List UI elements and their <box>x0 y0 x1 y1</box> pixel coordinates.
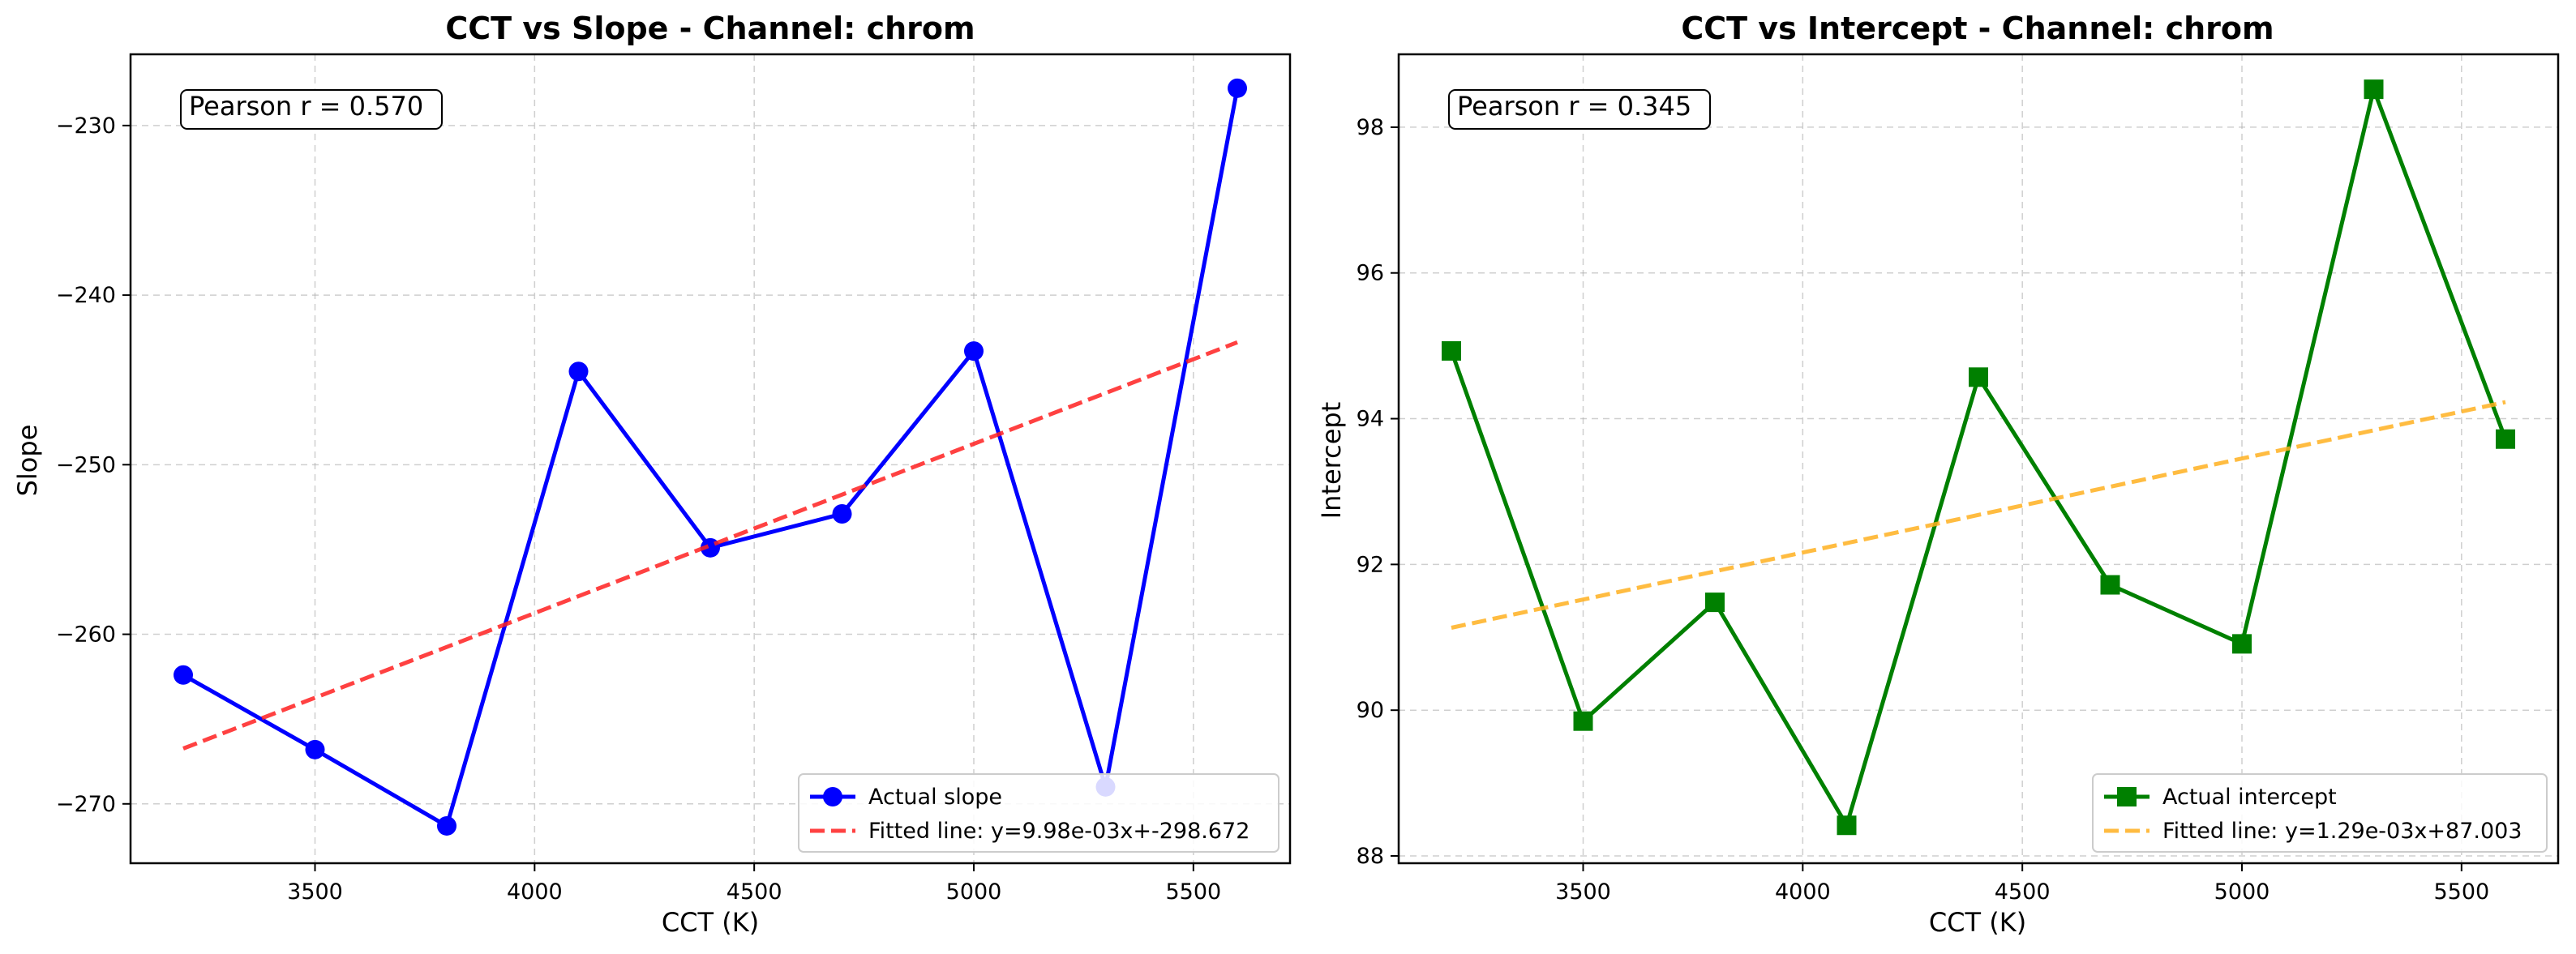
intercept-chart-legend: Actual intercept Fitted line: y=1.29e-03… <box>2092 773 2548 853</box>
intercept-chart-axes-frame <box>1397 53 2560 865</box>
y-tick-label: −230 <box>56 113 116 139</box>
intercept-chart: CCT vs Intercept - Channel: chrom 3500 40… <box>1316 11 2560 938</box>
legend-frame <box>798 773 1279 853</box>
data-point <box>305 739 325 759</box>
intercept-chart-ylabel: Intercept <box>1316 402 1347 520</box>
x-tick-label: 5000 <box>946 879 1002 905</box>
legend-frame <box>2092 773 2548 853</box>
y-tick-label: −250 <box>56 452 116 477</box>
slope-chart-title: CCT vs Slope - Channel: chrom <box>445 11 975 46</box>
data-point <box>437 815 456 836</box>
data-point <box>1969 367 1988 387</box>
data-point <box>832 503 852 524</box>
slope-pearson-text: Pearson r = 0.570 <box>189 91 423 122</box>
slope-chart-axes-frame <box>129 53 1292 865</box>
fitted-line-slope <box>182 340 1238 751</box>
data-point <box>2496 429 2515 449</box>
data-point <box>964 341 984 361</box>
intercept-chart-xlabel: CCT (K) <box>1929 907 2026 938</box>
y-tick-label: 98 <box>1357 115 1384 140</box>
y-tick-label: 92 <box>1357 552 1384 577</box>
y-tick-label: −270 <box>56 792 116 817</box>
x-tick-label: 5500 <box>2433 879 2489 905</box>
x-tick-label: 4500 <box>1995 879 2051 905</box>
legend-label-fitted-intercept: Fitted line: y=1.29e-03x+87.003 <box>2162 819 2522 844</box>
y-tick-label: 96 <box>1357 261 1384 286</box>
legend-label-actual-intercept: Actual intercept <box>2162 785 2337 810</box>
y-tick-label: −260 <box>56 622 116 648</box>
data-point <box>1228 78 1247 98</box>
fitted-line-intercept <box>1451 400 2506 630</box>
y-tick-label: 88 <box>1357 844 1384 869</box>
slope-pearson-box: Pearson r = 0.570 <box>180 89 443 130</box>
data-point <box>2100 575 2120 595</box>
x-tick-label: 3500 <box>1555 879 1611 905</box>
x-tick-label: 5000 <box>2214 879 2270 905</box>
y-tick-label: −240 <box>56 283 116 308</box>
x-tick-label: 4000 <box>507 879 563 905</box>
slope-chart-xlabel: CCT (K) <box>662 907 759 938</box>
slope-chart-legend: Actual slope Fitted line: y=9.98e-03x+-2… <box>798 773 1279 853</box>
data-point <box>174 665 193 685</box>
data-point <box>1573 711 1593 731</box>
data-point <box>1442 340 1461 361</box>
data-point <box>2364 79 2384 100</box>
data-point <box>2232 634 2252 654</box>
slope-chart-ylabel: Slope <box>12 425 43 497</box>
intercept-chart-title: CCT vs Intercept - Channel: chrom <box>1681 11 2274 46</box>
x-tick-label: 4500 <box>727 879 782 905</box>
intercept-pearson-text: Pearson r = 0.345 <box>1457 91 1691 122</box>
y-tick-label: 94 <box>1357 407 1384 432</box>
data-point <box>568 361 589 382</box>
y-tick-label: 90 <box>1357 698 1384 723</box>
legend-marker <box>2117 787 2137 806</box>
legend-label-actual-slope: Actual slope <box>868 785 1002 810</box>
x-tick-label: 5500 <box>1165 879 1221 905</box>
data-point <box>1705 593 1725 613</box>
legend-label-fitted-slope: Fitted line: y=9.98e-03x+-298.672 <box>868 819 1249 844</box>
x-tick-label: 4000 <box>1775 879 1831 905</box>
slope-chart: CCT vs Slope - Channel: chrom 3500 4000 45… <box>12 11 1292 938</box>
data-point <box>1837 815 1857 836</box>
x-tick-label: 3500 <box>287 879 343 905</box>
legend-marker <box>823 787 842 806</box>
intercept-pearson-box: Pearson r = 0.345 <box>1448 89 1711 130</box>
